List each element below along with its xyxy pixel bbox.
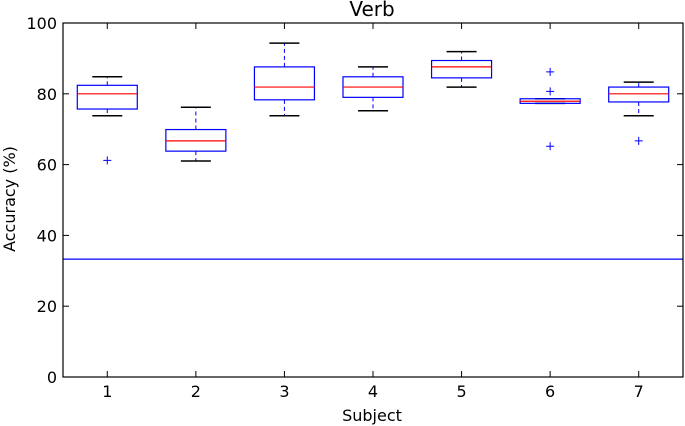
subject-5-box [430,59,493,79]
y-axis-label: Accuracy (%) [0,146,19,252]
y-tick-label: 80 [37,85,57,104]
y-tick-label: 60 [37,156,57,175]
y-tick-label: 100 [26,14,57,33]
x-tick-label: 4 [368,382,378,401]
plot-frame [62,22,684,378]
subject-7-box [608,86,670,103]
y-tick-label: 0 [47,368,57,387]
subject-3-box [253,66,316,101]
subject-7-outlier-1 [634,136,643,145]
x-tick-label: 3 [279,382,289,401]
x-tick-label: 5 [456,382,466,401]
x-tick-label: 7 [634,382,644,401]
x-axis-label: Subject [342,406,402,425]
x-tick-label: 1 [102,382,112,401]
x-tick-label: 2 [191,382,201,401]
y-tick-label: 40 [37,226,57,245]
chart-title: Verb [349,0,394,21]
y-tick-label: 20 [37,297,57,316]
subject-1-box [76,84,138,110]
subject-6-outlier-2 [546,87,555,96]
subject-6-outlier-3 [546,142,555,151]
x-tick-label: 6 [545,382,555,401]
subject-1-outlier-1 [103,156,112,165]
subject-6-outlier-1 [546,67,555,76]
